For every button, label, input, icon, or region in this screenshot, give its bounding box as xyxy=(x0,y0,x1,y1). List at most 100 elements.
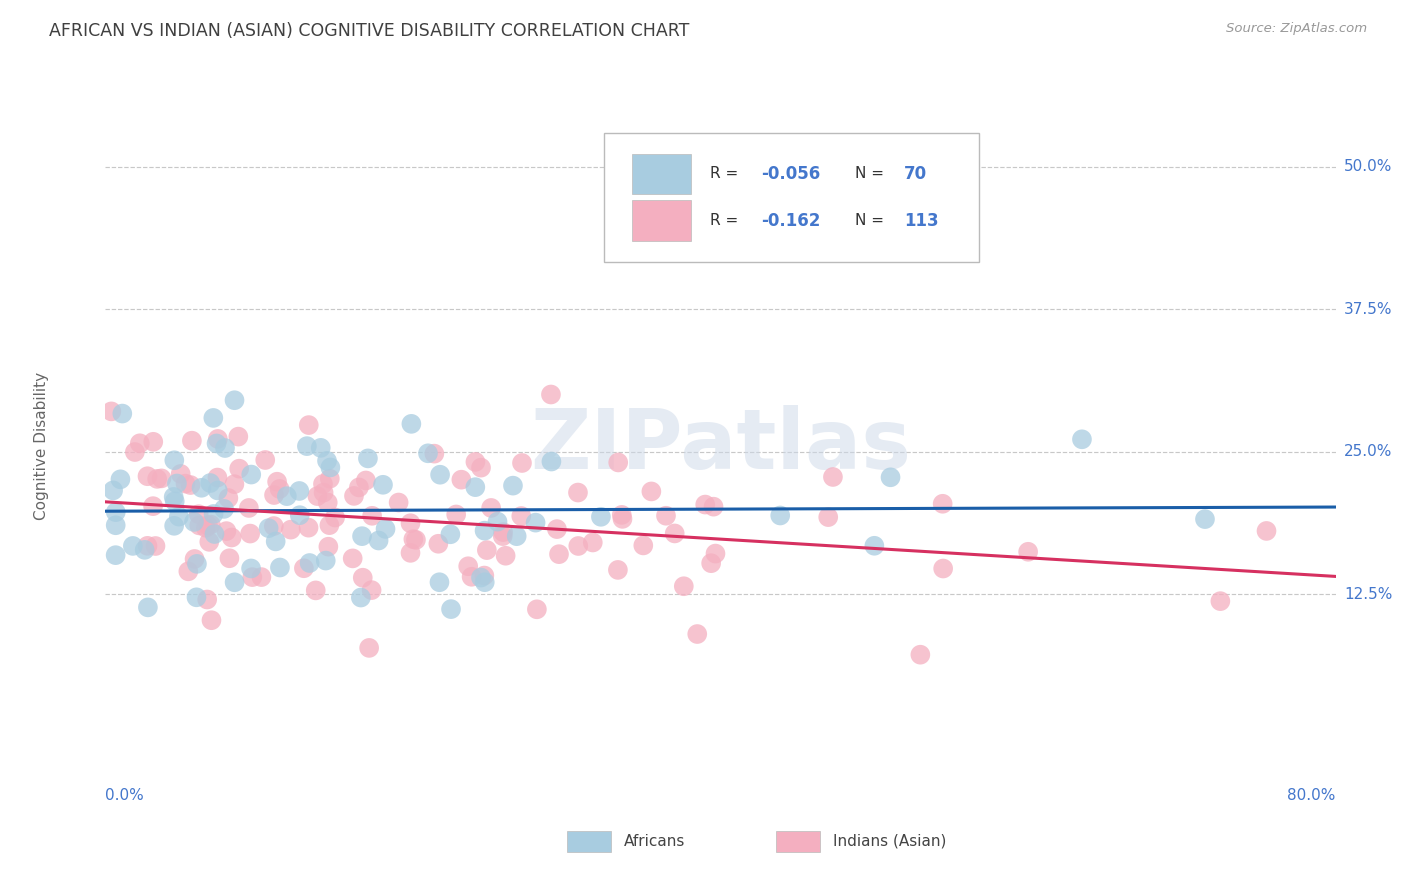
Point xyxy=(359,640,381,655)
Point xyxy=(239,526,262,541)
Point xyxy=(472,568,495,582)
Point xyxy=(224,477,246,491)
Point xyxy=(183,552,205,566)
Text: 50.0%: 50.0% xyxy=(1344,159,1392,174)
Point xyxy=(700,556,723,570)
Point xyxy=(170,467,193,481)
Point xyxy=(510,456,533,470)
Point xyxy=(318,540,340,554)
Point xyxy=(486,515,509,529)
Point xyxy=(769,508,792,523)
Point xyxy=(263,519,285,533)
Text: R =: R = xyxy=(710,213,742,228)
Text: 113: 113 xyxy=(904,211,939,229)
Point xyxy=(318,518,340,533)
Point xyxy=(589,509,612,524)
Point xyxy=(350,529,373,543)
Point xyxy=(217,491,239,505)
Point xyxy=(104,548,127,562)
Point xyxy=(367,533,389,548)
Point xyxy=(224,393,246,408)
Point xyxy=(399,546,422,560)
Point xyxy=(200,613,222,627)
Point xyxy=(163,518,186,533)
Point xyxy=(664,526,686,541)
Point xyxy=(347,480,370,494)
Text: Africans: Africans xyxy=(623,834,685,848)
Point xyxy=(371,477,394,491)
Point xyxy=(540,454,562,468)
Point xyxy=(254,453,277,467)
Point xyxy=(145,539,167,553)
Point xyxy=(350,591,373,605)
Point xyxy=(280,523,302,537)
Point xyxy=(238,500,260,515)
Point xyxy=(198,534,221,549)
Point xyxy=(269,482,291,496)
Point xyxy=(343,489,366,503)
Point xyxy=(479,500,502,515)
Point xyxy=(316,495,339,509)
Point xyxy=(702,500,724,514)
Point xyxy=(264,534,287,549)
Point xyxy=(464,455,486,469)
Point xyxy=(257,521,280,535)
Point xyxy=(309,441,332,455)
Text: 25.0%: 25.0% xyxy=(1344,444,1392,459)
Point xyxy=(354,474,377,488)
Point xyxy=(298,556,321,570)
Point xyxy=(342,551,364,566)
Point xyxy=(205,436,228,450)
Point xyxy=(167,509,190,524)
Point xyxy=(567,485,589,500)
Text: N =: N = xyxy=(855,167,889,181)
Point xyxy=(240,561,263,575)
Text: 12.5%: 12.5% xyxy=(1344,587,1392,602)
Point xyxy=(288,508,311,523)
Point xyxy=(405,533,427,547)
Point xyxy=(269,560,291,574)
Point xyxy=(295,439,318,453)
Point xyxy=(399,516,422,531)
Point xyxy=(695,498,717,512)
Point xyxy=(460,570,482,584)
Point xyxy=(1194,512,1216,526)
Point xyxy=(202,507,225,521)
Point xyxy=(931,497,953,511)
Point xyxy=(633,538,655,552)
Point xyxy=(474,575,496,590)
Point xyxy=(136,469,159,483)
Point xyxy=(475,543,498,558)
Point xyxy=(582,535,605,549)
Point xyxy=(450,473,472,487)
Point xyxy=(567,539,589,553)
Point xyxy=(401,417,423,431)
Text: R =: R = xyxy=(710,167,742,181)
Text: 80.0%: 80.0% xyxy=(1288,789,1336,803)
Point xyxy=(817,510,839,524)
Bar xyxy=(633,201,692,241)
Point xyxy=(655,508,678,523)
Point xyxy=(352,571,374,585)
Point xyxy=(179,478,201,492)
FancyBboxPatch shape xyxy=(603,133,979,261)
Text: -0.056: -0.056 xyxy=(761,165,821,183)
Point xyxy=(548,547,571,561)
Point xyxy=(704,547,727,561)
Point xyxy=(505,529,527,543)
Point xyxy=(307,489,329,503)
Point xyxy=(288,483,311,498)
Point xyxy=(100,404,122,418)
Point xyxy=(215,524,238,538)
Point xyxy=(263,488,285,502)
Point xyxy=(470,570,492,584)
Point xyxy=(142,499,165,513)
Point xyxy=(388,495,411,509)
Point xyxy=(190,481,212,495)
Text: ZIPatlas: ZIPatlas xyxy=(530,406,911,486)
Point xyxy=(607,455,630,469)
Text: Indians (Asian): Indians (Asian) xyxy=(832,834,946,848)
Point xyxy=(224,575,246,590)
Point xyxy=(457,559,479,574)
Point xyxy=(163,494,186,508)
